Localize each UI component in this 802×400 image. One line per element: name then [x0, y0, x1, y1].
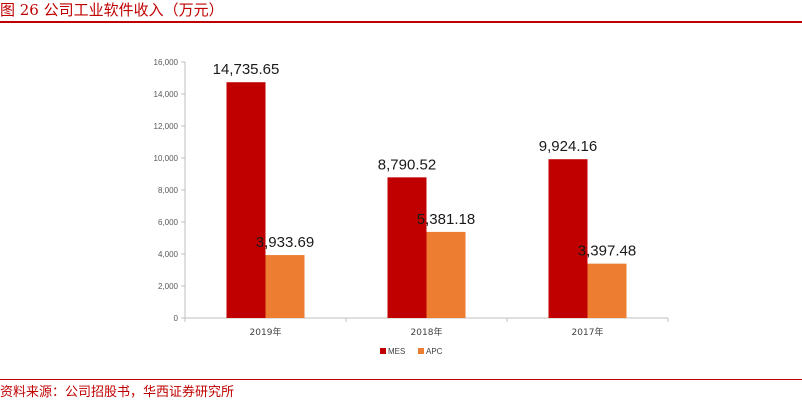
y-tick-label: 14,000 — [154, 90, 179, 99]
y-tick-label: 16,000 — [154, 58, 179, 67]
y-tick-label: 4,000 — [158, 250, 179, 259]
figure-caption: 图 26 公司工业软件收入（万元） — [0, 1, 224, 19]
y-tick-label: 10,000 — [154, 154, 179, 163]
y-tick-label: 8,000 — [158, 186, 179, 195]
data-label-apc: 3,933.69 — [256, 234, 314, 251]
x-category-label: 2018年 — [411, 326, 443, 338]
y-tick-label: 12,000 — [154, 122, 179, 131]
chart-data-labels: 14,735.65 3,933.69 8,790.52 5,381.18 9,924.1… — [213, 61, 637, 259]
bar-apc — [426, 231, 466, 318]
bar-apc — [265, 255, 305, 318]
data-label-mes: 8,790.52 — [378, 156, 436, 173]
legend-swatch-mes — [380, 348, 386, 354]
x-category-label: 2017年 — [572, 326, 604, 338]
bar-mes — [548, 159, 588, 318]
legend-label-mes: MES — [388, 347, 405, 356]
chart-legend: MES APC — [380, 347, 443, 356]
y-tick-label: 2,000 — [158, 282, 179, 291]
chart-bars — [226, 82, 627, 318]
bottom-rule — [0, 379, 802, 380]
bar-mes — [387, 177, 427, 318]
data-label-apc: 3,397.48 — [578, 243, 636, 260]
bar-chart: 0 2,000 4,000 6,000 8,000 10,000 12,000 14,000 1… — [154, 58, 669, 356]
bar-mes — [226, 82, 266, 318]
x-category-label: 2019年 — [250, 326, 282, 338]
data-label-apc: 5,381.18 — [417, 211, 475, 228]
y-tick-label: 0 — [174, 314, 179, 323]
source-note: 资料来源：公司招股书，华西证券研究所 — [0, 385, 235, 400]
y-tick-label: 6,000 — [158, 218, 179, 227]
data-label-mes: 9,924.16 — [539, 138, 597, 155]
legend-label-apc: APC — [426, 347, 443, 356]
bar-apc — [587, 263, 627, 318]
data-label-mes: 14,735.65 — [213, 61, 280, 78]
top-rule — [0, 21, 802, 23]
legend-swatch-apc — [418, 348, 424, 354]
